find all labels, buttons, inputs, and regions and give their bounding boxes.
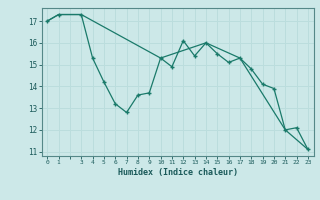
X-axis label: Humidex (Indice chaleur): Humidex (Indice chaleur) [118,168,237,177]
